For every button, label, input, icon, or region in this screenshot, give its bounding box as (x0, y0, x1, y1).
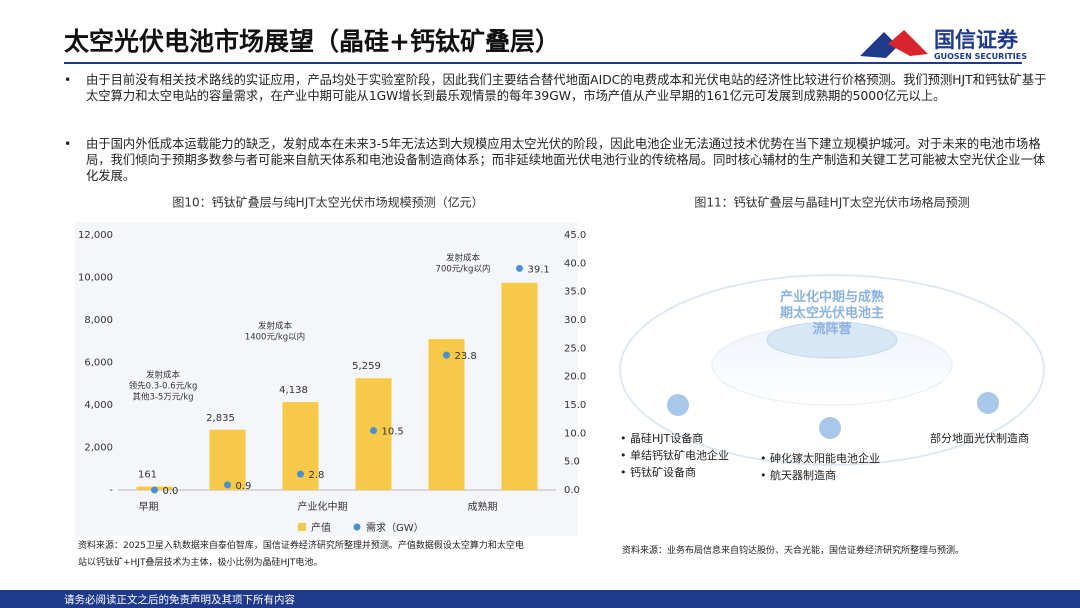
chart-panel (75, 222, 578, 536)
source-line: 资料来源：2025卫星入轨数据来自泰伯智库，国信证券经济研究所整理并预测。产值数… (78, 541, 524, 551)
bar (209, 429, 246, 490)
chart-title: 图10：钙钛矿叠层与纯HJT太空光伏市场规模预测（亿元） (172, 195, 483, 210)
center-line: 期太空光伏电池主 (780, 306, 885, 321)
y2-tick-label: 35.0 (564, 287, 586, 298)
y2-tick-label: 25.0 (564, 343, 586, 354)
y2-tick-label: 30.0 (564, 315, 586, 326)
x-tick-label: 产业化中期 (298, 500, 348, 513)
list-item: • 钙钛矿设备商 (620, 466, 696, 479)
bar (501, 282, 538, 490)
y2-tick-label: 10.0 (564, 428, 586, 439)
dot-label: 23.8 (455, 351, 477, 362)
dot (443, 351, 450, 359)
y-tick-label: 2,000 (84, 443, 113, 454)
dot (224, 481, 231, 489)
y2-tick-label: 0.0 (564, 485, 580, 496)
list-item: • 晶硅HJT设备商 (620, 432, 704, 445)
y-tick-label: 8,000 (84, 315, 113, 326)
logo-icon (860, 30, 928, 58)
dot-label: 0.9 (236, 481, 252, 492)
list-item: • 单结钙钛矿电池企业 (620, 449, 729, 462)
y2-tick-label: 40.0 (564, 258, 586, 269)
dot (151, 486, 158, 494)
title-rule (64, 62, 1022, 64)
y2-tick-label: 20.0 (564, 372, 586, 383)
bullet: 由于目前没有相关技术路线的实证应用，产品均处于实验室阶段，因此我们主要结合替代地… (64, 72, 1054, 104)
x-tick-label: 成熟期 (468, 500, 498, 513)
x-tick-label: 早期 (139, 501, 159, 513)
source: 资料来源：2025卫星入轨数据来自泰伯智库，国信证券经济研究所整理并预测。产值数… (78, 538, 524, 572)
footer: 请务必阅读正文之后的免责声明及其项下所有内容 (64, 594, 295, 606)
y-tick-label: 12,000 (78, 230, 113, 241)
list-item: • 砷化镓太阳能电池企业 (760, 452, 880, 465)
y-tick-label: 10,000 (78, 273, 113, 284)
dot-label: 2.8 (309, 470, 325, 481)
list-item: • 航天器制造商 (760, 469, 836, 482)
annotation: 发射成本 (446, 253, 481, 264)
source-line: 站以钙钛矿+HJT叠层技术为主体，极小比例为晶硅HJT电池。 (78, 558, 323, 568)
center-line: 流阵营 (812, 322, 852, 337)
y2-tick-label: 5.0 (564, 457, 580, 468)
y-tick-label: - (109, 485, 113, 496)
dot-label: 39.1 (528, 264, 550, 275)
bar (355, 378, 392, 490)
annotation: 领先0.3-0.6元/kg (129, 381, 198, 392)
y-tick-label: 6,000 (84, 358, 113, 369)
y2-tick-label: 45.0 (564, 230, 586, 241)
annotation: 发射成本 (146, 370, 181, 381)
figure-title: 图11：钙钛矿叠层与晶硅HJT太空光伏市场格局预测 (694, 195, 969, 210)
dot-label: 10.5 (382, 427, 404, 438)
footer-bar (0, 590, 1080, 608)
center-line: 产业化中期与成熟 (780, 290, 885, 305)
legend-label: 产值 (311, 521, 331, 534)
annotation: 700元/kg以内 (436, 264, 491, 275)
title: 太空光伏电池市场展望（晶硅+钙钛矿叠层） (64, 27, 560, 56)
center-label: 产业化中期与成熟 期太空光伏电池主 流阵营 (780, 290, 884, 338)
bar-label: 4,138 (279, 385, 308, 396)
legend-label: 需求（GW） (366, 522, 424, 534)
middle-list: • 砷化镓太阳能电池企业 • 航天器制造商 (760, 450, 880, 484)
source: 资料来源：业务布局信息来自钧达股份、天合光能，国信证券经济研究所整理与预测。 (622, 546, 965, 556)
bar-label: 5,259 (352, 361, 381, 372)
y-tick-label: 4,000 (84, 400, 113, 411)
legend-swatch (298, 523, 306, 531)
bullet: 由于国内外低成本运载能力的缺乏，发射成本在未来3-5年无法达到大规模应用太空光伏… (64, 136, 1054, 184)
logo-en: GUOSEN SECURITIES (934, 52, 1027, 61)
diagram (619, 274, 1045, 466)
logo: 国信证券 (934, 28, 1018, 52)
annotation: 1400元/kg以内 (245, 332, 305, 343)
bar-label: 161 (138, 470, 157, 481)
left-list: • 晶硅HJT设备商 • 单结钙钛矿电池企业 • 钙钛矿设备商 (620, 430, 729, 481)
right-item: 部分地面光伏制造商 (930, 432, 1029, 445)
y2-tick-label: 15.0 (564, 400, 586, 411)
dot (297, 470, 304, 478)
bar-label: 2,835 (206, 413, 235, 424)
legend-swatch (353, 523, 361, 531)
dot (370, 427, 377, 434)
dot (516, 264, 523, 272)
dot-label: 0.0 (163, 486, 179, 497)
annotation: 发射成本 (258, 321, 293, 332)
bar (428, 339, 465, 490)
annotation: 其他3-5万元/kg (132, 392, 193, 403)
